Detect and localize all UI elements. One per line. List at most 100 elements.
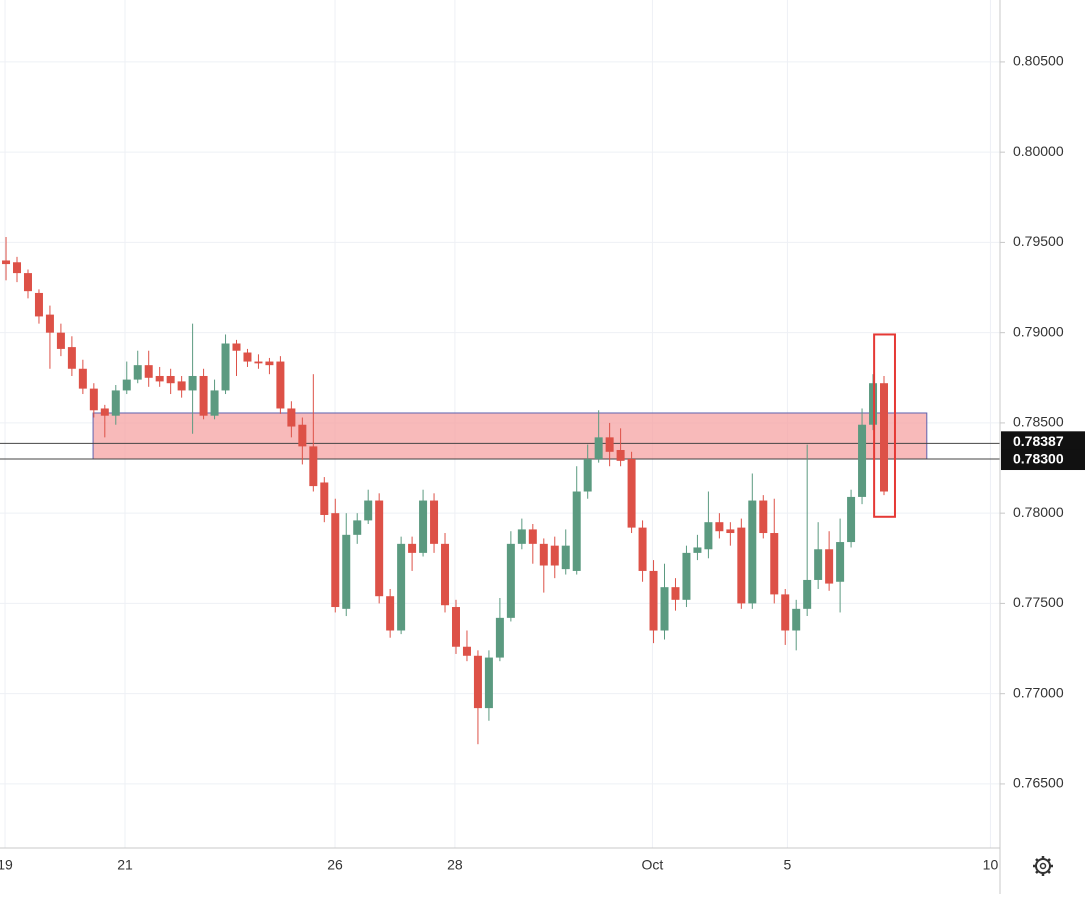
candle-body: [221, 343, 230, 391]
y-tick-label: 0.80500: [1013, 53, 1064, 69]
candle-body: [704, 522, 713, 550]
candle-body: [506, 543, 515, 618]
level-label: 0.78300: [1013, 451, 1064, 467]
candle-body: [693, 547, 702, 553]
y-tick-label: 0.78000: [1013, 504, 1064, 520]
x-tick-label: 10: [983, 857, 999, 873]
x-tick-label: 5: [784, 857, 792, 873]
candle-body: [825, 549, 834, 584]
candle-body: [408, 543, 417, 553]
x-tick-label: 19: [0, 857, 13, 873]
candle-body: [353, 520, 362, 535]
candle-body: [243, 352, 252, 362]
candle-body: [254, 361, 263, 364]
level-label-box: [1001, 431, 1085, 453]
candle-body: [309, 446, 318, 487]
candle-body: [188, 375, 197, 391]
candle-body: [210, 390, 219, 416]
candle-body: [100, 408, 109, 416]
candle-body: [616, 449, 625, 461]
candle-body: [660, 587, 669, 631]
candle-body: [166, 375, 175, 384]
y-tick-label: 0.79500: [1013, 233, 1064, 249]
candle-body: [419, 500, 428, 553]
candle-body: [781, 594, 790, 631]
candle-body: [45, 314, 54, 333]
y-tick-label: 0.79000: [1013, 323, 1064, 339]
candle-body: [726, 529, 735, 534]
gear-teeth: [1033, 856, 1053, 876]
settings-icon[interactable]: [1033, 856, 1053, 876]
candle-body: [364, 500, 373, 521]
candle-body: [550, 545, 559, 566]
candle-body: [495, 617, 504, 658]
candle-body: [276, 361, 285, 409]
candle-body: [298, 424, 307, 447]
candle-body: [869, 383, 878, 425]
candle-body: [111, 390, 120, 416]
plot: [0, 236, 1000, 745]
candle-body: [375, 500, 384, 597]
candle-body: [451, 607, 460, 647]
candle-body: [858, 424, 867, 497]
x-tick-label: 28: [447, 857, 463, 873]
candle-body: [803, 579, 812, 609]
candle-body: [441, 543, 450, 606]
level-label-box: [1001, 449, 1085, 471]
candle-body: [528, 529, 537, 544]
candle-body: [836, 542, 845, 582]
y-tick-label: 0.80000: [1013, 143, 1064, 159]
candle-body: [13, 262, 22, 274]
x-tick-label: 26: [327, 857, 343, 873]
candle-body: [133, 365, 142, 380]
candle-body: [638, 527, 647, 571]
candle-body: [715, 522, 724, 532]
candle-body: [879, 383, 888, 492]
candle-body: [770, 533, 779, 595]
candle-body: [144, 365, 153, 378]
axes: 0.76500 0.77000 0.77500 0.78000 0.78500 0.790…: [0, 53, 1085, 873]
gear-center: [1039, 862, 1047, 870]
x-tick-label: Oct: [642, 857, 664, 873]
candle-body: [287, 408, 296, 427]
candle-body: [572, 491, 581, 571]
level-label: 0.78387: [1013, 433, 1064, 449]
candle-body: [320, 482, 329, 515]
candle-body: [759, 500, 768, 534]
highlight-box: [873, 333, 896, 518]
candle-body: [484, 657, 493, 709]
candle-body: [682, 552, 691, 600]
candle-body: [265, 361, 274, 366]
candle-body: [23, 273, 32, 292]
candle-body: [397, 543, 406, 631]
candle-body: [517, 529, 526, 544]
candle-body: [627, 459, 636, 528]
candle-body: [847, 496, 856, 543]
candle-body: [2, 260, 11, 265]
y-tick-label: 0.78500: [1013, 414, 1064, 430]
candle-body: [539, 543, 548, 566]
candle-body: [605, 437, 614, 452]
candle-body: [56, 332, 65, 349]
candle-body: [122, 379, 131, 391]
candle-body: [737, 527, 746, 604]
candle-body: [814, 549, 823, 580]
candle-body: [649, 570, 658, 631]
candle-body: [177, 381, 186, 391]
candle-body: [386, 596, 395, 631]
candle-body: [462, 646, 471, 656]
candle-body: [792, 608, 801, 631]
candle-body: [34, 292, 43, 317]
x-tick-label: 21: [117, 857, 133, 873]
candle-body: [331, 513, 340, 608]
candle-body: [89, 388, 98, 411]
candle-body: [155, 375, 164, 382]
candle-body: [473, 655, 482, 709]
candle-body: [199, 375, 208, 416]
candle-body: [232, 343, 241, 351]
candle-body: [671, 587, 680, 600]
y-tick-label: 0.77000: [1013, 684, 1064, 700]
candle-body: [561, 545, 570, 570]
candle-body: [430, 500, 439, 544]
